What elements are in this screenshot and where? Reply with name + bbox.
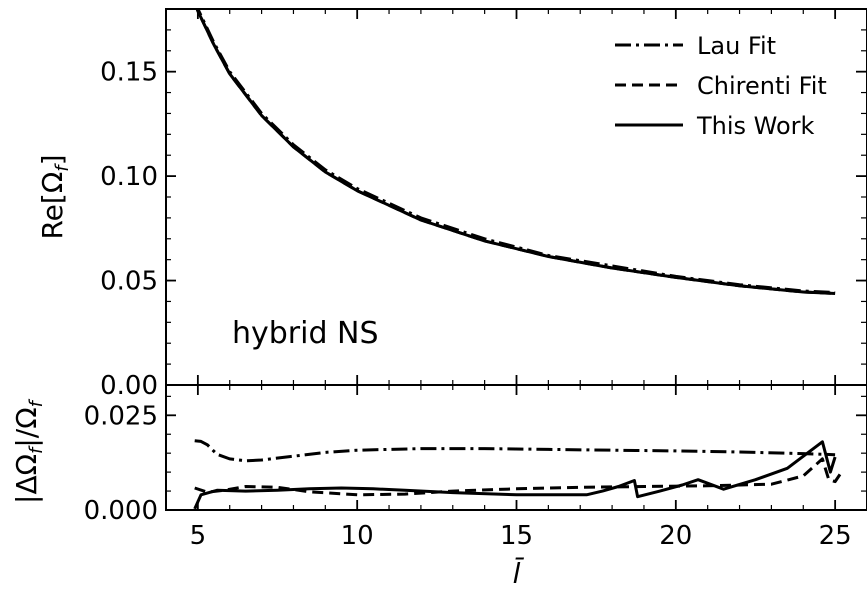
y-tick-label: 0.025 [84,401,158,431]
top-panel: 0.00 0.05 0.10 0.15 Re[Ωf] [36,8,867,401]
legend: Lau Fit Chirenti Fit This Work [615,32,827,140]
legend-label: Chirenti Fit [697,72,827,100]
bottom-series-this-work [193,440,837,510]
x-tick-label: 10 [341,521,374,551]
bottom-series-chirenti-fit [194,457,843,497]
annotation-text: hybrid NS [232,316,379,351]
y-tick-label: 0.05 [100,267,158,297]
bottom-series-lau-fit [194,439,836,463]
y-tick-label: 0.00 [100,371,158,401]
legend-label: This Work [696,112,815,140]
x-tick-label: 20 [659,521,692,551]
top-series-this-work [195,9,836,295]
x-tick-label: 15 [500,521,533,551]
x-tick-label: 5 [190,521,207,551]
x-tick-label: 25 [819,521,852,551]
y-tick-label: 0.15 [100,58,158,88]
bottom-ylabel: |ΔΩf|/Ωf [10,398,47,504]
y-tick-label: 0.10 [100,162,158,192]
bottom-axes-frame [165,384,867,511]
y-tick-label: 0.000 [84,496,158,526]
legend-label: Lau Fit [697,32,776,60]
x-axis-label: l̄ [513,556,525,589]
top-ylabel: Re[Ωf] [36,154,73,239]
bottom-panel: 0.000 0.025 5 10 15 20 25 |ΔΩf|/Ωf l̄ [10,384,867,589]
